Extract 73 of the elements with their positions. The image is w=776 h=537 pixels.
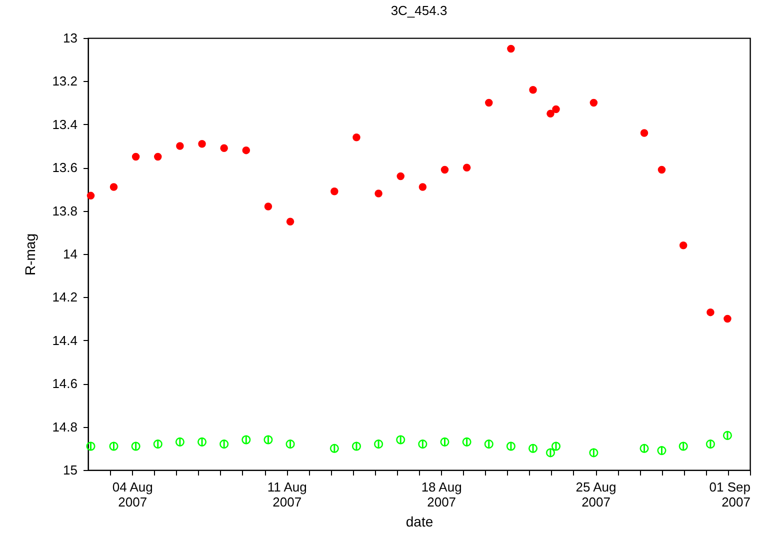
y-tick-label: 15 [63, 462, 78, 478]
point [132, 152, 140, 161]
point [552, 105, 560, 114]
y-tick-label: 13.6 [52, 160, 78, 176]
y-tick-label: 13.8 [52, 203, 78, 218]
point [706, 308, 714, 316]
point [440, 437, 450, 446]
y-axis-title: R-mag [22, 233, 38, 276]
point [264, 202, 272, 210]
point [396, 435, 406, 444]
point [418, 183, 427, 191]
point [462, 164, 471, 172]
point [352, 133, 360, 142]
point [590, 98, 598, 107]
point [242, 146, 250, 154]
point [374, 440, 384, 449]
point [657, 446, 666, 456]
point [462, 437, 472, 446]
point [396, 172, 404, 180]
point [678, 442, 688, 451]
point [197, 437, 207, 446]
x-tick-label: 18 Aug 2007 [421, 480, 462, 510]
point [131, 442, 140, 451]
point [706, 440, 715, 449]
point [110, 183, 118, 191]
point [484, 440, 494, 449]
point [86, 442, 96, 451]
point [724, 314, 732, 323]
point [485, 98, 493, 107]
point [352, 442, 361, 451]
y-tick-label: 13.4 [52, 116, 78, 132]
point [658, 166, 666, 174]
point [198, 140, 206, 148]
point [109, 442, 118, 451]
point [506, 442, 516, 451]
point [374, 190, 382, 198]
point [242, 435, 251, 444]
y-tick-label: 13.2 [52, 74, 78, 89]
y-tick-label: 14.8 [52, 419, 78, 434]
y-tick-label: 14 [63, 246, 78, 262]
point [640, 129, 648, 137]
y-tick-label: 14.2 [52, 290, 78, 305]
point [220, 440, 229, 449]
y-tick-label: 13 [63, 30, 78, 46]
point [722, 430, 732, 440]
point [86, 192, 95, 200]
point [507, 44, 515, 53]
point [286, 218, 294, 226]
x-tick-label: 01 Sep 2007 [709, 480, 750, 510]
point [154, 152, 162, 161]
point [176, 142, 184, 150]
y-tick-label: 14.4 [52, 332, 78, 348]
point [440, 166, 449, 174]
y-tick-label: 14.6 [52, 376, 78, 392]
point [679, 241, 688, 250]
point [330, 187, 338, 196]
point [330, 444, 339, 453]
x-tick-label: 04 Aug 2007 [112, 480, 153, 510]
point [264, 435, 273, 444]
point [153, 440, 162, 449]
point [220, 144, 228, 152]
point [418, 440, 428, 449]
point [640, 444, 649, 453]
point [528, 444, 538, 453]
point [286, 440, 295, 449]
point [546, 110, 554, 118]
point [589, 448, 598, 458]
point [175, 437, 184, 446]
x-tick-label: 11 Aug 2007 [267, 480, 307, 510]
x-tick-label: 25 Aug 2007 [576, 480, 616, 510]
chart-title: 3C_454.3 [390, 3, 448, 18]
x-axis-title: date [406, 514, 434, 530]
point [529, 86, 537, 94]
